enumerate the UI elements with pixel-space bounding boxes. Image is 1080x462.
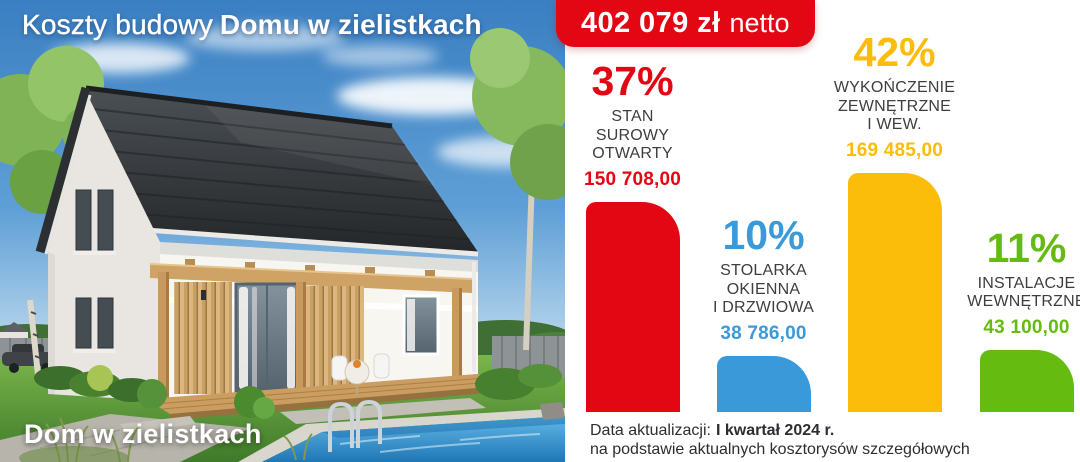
percent-label: 37% [591,58,674,105]
chart-column-wykonczenie: 42% WYKOŃCZENIE ZEWNĘTRZNE I WEW. 169 48… [829,0,960,412]
value-label: 169 485,00 [845,140,944,161]
value-label: 43 100,00 [983,317,1070,338]
update-note: Data aktualizacji: I kwartał 2024 r. na p… [590,421,970,459]
category-label: INSTALACJE WEWNĘTRZNE [967,274,1080,311]
category-label: STAN SUROWY OTWARTY [592,107,673,163]
total-price-suffix: netto [729,8,790,38]
photo-caption: Dom w zielistkach [24,419,262,449]
percent-label: 10% [722,212,805,259]
total-price-amount: 402 079 zł [581,7,721,39]
category-label: WYKOŃCZENIE ZEWNĘTRZNE I WEW. [833,78,956,134]
update-note-line2: na podstawie aktualnych kosztorysów szcz… [590,441,970,458]
category-label: STOLARKA OKIENNA I DRZWIOWA [713,261,814,317]
bar-wykonczenie-zewnetrzne-i-wew [847,173,942,412]
bar-chart: 37% STAN SUROWY OTWARTY 150 708,00 10% S… [565,0,1080,412]
percent-label: 11% [986,224,1067,271]
cost-chart-panel: 37% STAN SUROWY OTWARTY 150 708,00 10% S… [565,0,1080,462]
page-title-regular: Koszty budowy [22,9,213,40]
value-label: 150 708,00 [583,169,682,190]
chart-column-stolarka: 10% STOLARKA OKIENNA I DRZWIOWA 38 786,0… [698,0,829,412]
bar-stolarka-okienna-i-drzwiowa [716,356,811,412]
update-note-date: I kwartał 2024 r. [715,422,835,439]
bar-stan-surowy-otwarty [585,202,680,412]
bar-instalacje-wewnetrzne [979,350,1074,412]
chart-column-instalacje: 11% INSTALACJE WEWNĘTRZNE 43 100,00 [961,0,1080,412]
value-label: 38 786,00 [720,323,807,344]
house-scene-illustration [0,0,565,462]
chart-column-stan-surowy: 37% STAN SUROWY OTWARTY 150 708,00 [567,0,698,412]
percent-label: 42% [853,29,936,76]
house-photo: Dom w zielistkach [0,0,565,462]
page-title-bold: Domu w zielistkach [219,9,482,40]
update-note-prefix: Data aktualizacji: [590,422,711,439]
update-note-line1: Data aktualizacji: I kwartał 2024 r. [590,421,970,440]
total-price-badge: 402 079 zł netto [556,0,815,47]
page-title: Koszty budowy Domu w zielistkach [22,9,482,41]
